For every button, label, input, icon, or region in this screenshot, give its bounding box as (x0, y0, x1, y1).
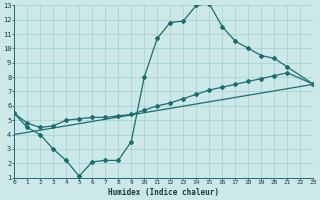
X-axis label: Humidex (Indice chaleur): Humidex (Indice chaleur) (108, 188, 219, 197)
